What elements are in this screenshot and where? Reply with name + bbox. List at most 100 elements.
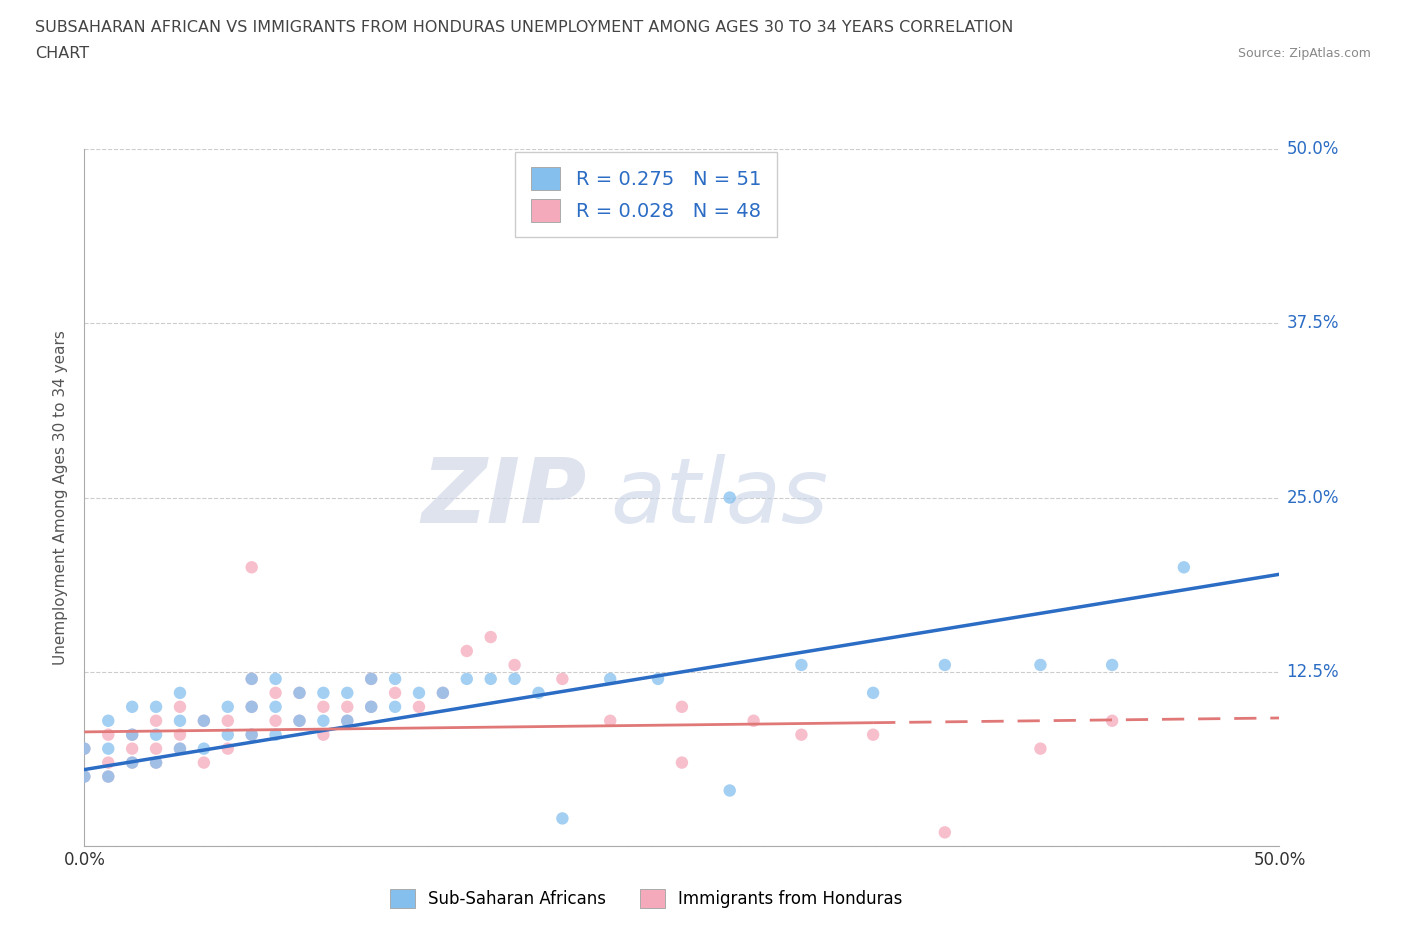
Point (193, 713, 215, 728)
Point (121, 727, 143, 742)
Point (240, 727, 263, 742)
Point (1029, 741, 1052, 756)
Point (503, 658, 526, 672)
Point (790, 658, 813, 672)
Point (145, 699, 167, 714)
Text: atlas: atlas (610, 454, 828, 541)
Point (742, 713, 765, 728)
Point (264, 727, 287, 742)
Point (718, 783, 741, 798)
Point (240, 699, 263, 714)
Point (384, 699, 406, 714)
Point (551, 671, 574, 686)
Point (336, 699, 359, 714)
Point (240, 727, 263, 742)
Point (169, 741, 191, 756)
Point (671, 699, 693, 714)
Point (527, 685, 550, 700)
Point (479, 630, 502, 644)
Text: Source: ZipAtlas.com: Source: ZipAtlas.com (1237, 46, 1371, 60)
Point (408, 699, 430, 714)
Point (97, 769, 120, 784)
Point (97, 713, 120, 728)
Point (217, 741, 239, 756)
Point (97, 741, 120, 756)
Point (790, 727, 813, 742)
Point (408, 685, 430, 700)
Point (312, 713, 335, 728)
Text: SUBSAHARAN AFRICAN VS IMMIGRANTS FROM HONDURAS UNEMPLOYMENT AMONG AGES 30 TO 34 : SUBSAHARAN AFRICAN VS IMMIGRANTS FROM HO… (35, 20, 1014, 35)
Point (1029, 658, 1052, 672)
Point (456, 644, 478, 658)
Point (264, 685, 287, 700)
Point (121, 755, 143, 770)
Point (360, 671, 382, 686)
Point (145, 741, 167, 756)
Text: CHART: CHART (35, 46, 89, 61)
Point (551, 811, 574, 826)
Point (934, 825, 956, 840)
Point (145, 727, 167, 742)
Point (1101, 713, 1123, 728)
Point (479, 671, 502, 686)
Point (145, 755, 167, 770)
Point (360, 671, 382, 686)
Point (193, 755, 215, 770)
Point (97, 755, 120, 770)
Point (169, 699, 191, 714)
Point (312, 685, 335, 700)
Point (862, 727, 884, 742)
Point (264, 713, 287, 728)
Point (121, 741, 143, 756)
Point (73, 769, 96, 784)
Point (240, 560, 263, 575)
Point (456, 671, 478, 686)
Point (169, 741, 191, 756)
Point (599, 671, 621, 686)
Text: 12.5%: 12.5% (1286, 663, 1339, 681)
Point (312, 727, 335, 742)
Point (432, 685, 454, 700)
Legend: Sub-Saharan Africans, Immigrants from Honduras: Sub-Saharan Africans, Immigrants from Ho… (384, 883, 908, 915)
Point (288, 685, 311, 700)
Point (169, 727, 191, 742)
Point (934, 658, 956, 672)
Point (217, 699, 239, 714)
Point (599, 713, 621, 728)
Point (360, 699, 382, 714)
Point (264, 671, 287, 686)
Point (121, 755, 143, 770)
Point (240, 671, 263, 686)
Point (503, 671, 526, 686)
Point (288, 713, 311, 728)
Point (73, 741, 96, 756)
Point (193, 741, 215, 756)
Point (312, 699, 335, 714)
Point (121, 727, 143, 742)
Point (432, 685, 454, 700)
Point (169, 685, 191, 700)
Text: 37.5%: 37.5% (1286, 314, 1339, 332)
Text: ZIP: ZIP (420, 454, 586, 541)
Point (73, 741, 96, 756)
Point (1173, 560, 1195, 575)
Point (336, 685, 359, 700)
Point (97, 727, 120, 742)
Point (671, 755, 693, 770)
Point (264, 699, 287, 714)
Point (73, 769, 96, 784)
Point (718, 490, 741, 505)
Point (97, 769, 120, 784)
Point (360, 699, 382, 714)
Point (145, 755, 167, 770)
Point (336, 713, 359, 728)
Point (647, 671, 669, 686)
Point (1101, 658, 1123, 672)
Point (169, 713, 191, 728)
Point (240, 671, 263, 686)
Point (145, 713, 167, 728)
Point (862, 685, 884, 700)
Point (288, 713, 311, 728)
Point (193, 713, 215, 728)
Point (240, 699, 263, 714)
